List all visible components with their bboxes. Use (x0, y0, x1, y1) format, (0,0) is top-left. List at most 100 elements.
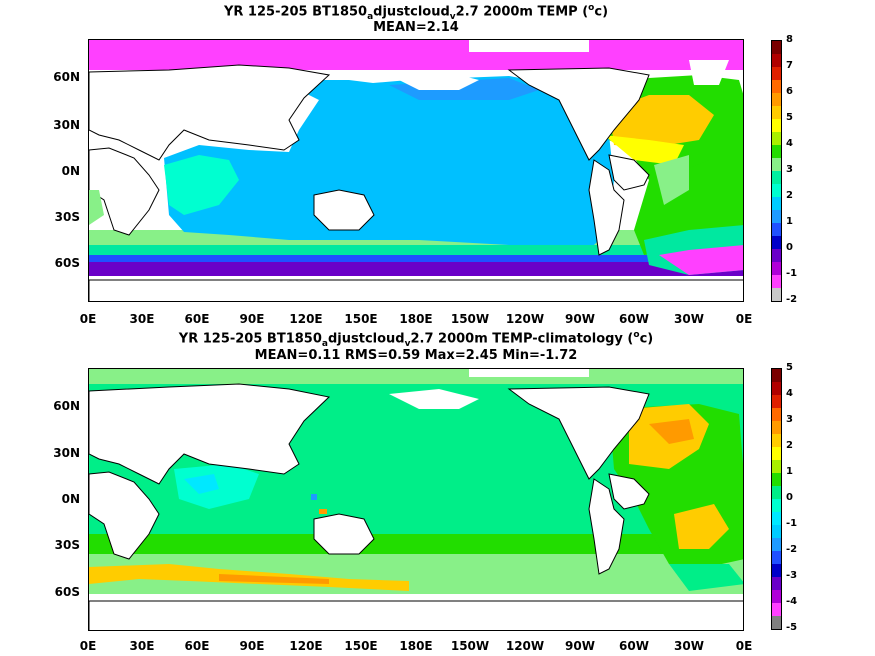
panel1-lon-label: 0E (735, 312, 753, 326)
colorbar-segment (772, 603, 781, 616)
panel1-map-svg (89, 40, 743, 301)
colorbar-segment (772, 447, 781, 460)
colorbar-segment (772, 590, 781, 603)
colorbar-segment (772, 262, 781, 275)
colorbar-segment (772, 249, 781, 262)
panel2-lat-label: 60S (54, 585, 80, 599)
panel1-lat-label: 30S (54, 210, 80, 224)
panel1-lat-label: 60N (53, 70, 80, 84)
colorbar-tick-label: -3 (786, 570, 798, 581)
colorbar-tick-label: 0 (786, 242, 793, 253)
panel2-lon-label: 180E (399, 639, 433, 653)
colorbar-segment (772, 106, 781, 119)
panel2-lon-label: 120E (289, 639, 323, 653)
panel2-lat-label: 30S (54, 538, 80, 552)
panel2-lon-label: 90W (565, 639, 595, 653)
panel2-stats: MEAN=0.11 RMS=0.59 Max=2.45 Min=-1.72 (254, 348, 578, 363)
panel2-lon-label: 120W (505, 639, 545, 653)
colorbar-segment (772, 434, 781, 447)
colorbar-segment (772, 460, 781, 473)
panel1-stats: MEAN=2.14 (373, 20, 459, 35)
panel2-lon-label: 30W (674, 639, 704, 653)
colorbar-segment (772, 369, 781, 382)
colorbar-segment (772, 210, 781, 223)
colorbar-segment (772, 382, 781, 395)
colorbar-segment (772, 80, 781, 93)
panel1-lat-label: 60S (54, 256, 80, 270)
panel2-lon-label: 30E (129, 639, 155, 653)
colorbar-segment (772, 473, 781, 486)
panel1-lon-label: 60W (619, 312, 649, 326)
colorbar-tick-label: 6 (786, 86, 793, 97)
panel2-lat-label: 30N (53, 446, 80, 460)
panel2-lon-label: 60W (619, 639, 649, 653)
panel1-lon-label: 90W (565, 312, 595, 326)
colorbar-segment (772, 395, 781, 408)
panel1-lon-label: 60E (184, 312, 210, 326)
colorbar-segment (772, 67, 781, 80)
colorbar-segment (772, 616, 781, 629)
panel2-lon-label: 90E (239, 639, 265, 653)
panel2-lat-label: 60N (53, 399, 80, 413)
panel1-lon-label: 0E (79, 312, 97, 326)
panel1-colorbar (771, 40, 782, 302)
panel1-lon-label: 150W (450, 312, 490, 326)
colorbar-segment (772, 577, 781, 590)
panel2-map-svg (89, 369, 743, 630)
colorbar-tick-label: 3 (786, 164, 793, 175)
colorbar-segment (772, 223, 781, 236)
colorbar-tick-label: -4 (786, 596, 798, 607)
colorbar-tick-label: 8 (786, 34, 793, 45)
colorbar-tick-label: -1 (786, 518, 798, 529)
panel2-lon-label: 0E (79, 639, 97, 653)
colorbar-segment (772, 119, 781, 132)
colorbar-segment (772, 408, 781, 421)
colorbar-segment (772, 512, 781, 525)
colorbar-tick-label: -2 (786, 544, 798, 555)
panel1-lon-label: 120E (289, 312, 323, 326)
colorbar-segment (772, 525, 781, 538)
colorbar-tick-label: 4 (786, 388, 793, 399)
colorbar-segment (772, 564, 781, 577)
panel1-lat-label: 0N (61, 164, 80, 178)
colorbar-segment (772, 197, 781, 210)
colorbar-segment (772, 421, 781, 434)
colorbar-segment (772, 41, 781, 54)
panel2-title: YR 125-205 BT1850adjustcloudv2.7 2000m T… (178, 330, 654, 349)
colorbar-tick-label: -2 (786, 294, 798, 305)
panel2-lon-label: 0E (735, 639, 753, 653)
colorbar-tick-label: 3 (786, 414, 793, 425)
panel1-map (88, 39, 744, 302)
colorbar-segment (772, 538, 781, 551)
panel1-lon-label: 30E (129, 312, 155, 326)
colorbar-tick-label: 5 (786, 112, 793, 123)
panel2-colorbar (771, 368, 782, 630)
panel1-lon-label: 180E (399, 312, 433, 326)
colorbar-segment (772, 236, 781, 249)
colorbar-tick-label: -5 (786, 622, 798, 633)
panel1-lon-label: 90E (239, 312, 265, 326)
panel2-lat-label: 0N (61, 492, 80, 506)
colorbar-tick-label: 1 (786, 216, 793, 227)
panel2-map (88, 368, 744, 631)
colorbar-tick-label: 1 (786, 466, 793, 477)
colorbar-segment (772, 158, 781, 171)
colorbar-segment (772, 184, 781, 197)
colorbar-segment (772, 171, 781, 184)
colorbar-tick-label: -1 (786, 268, 798, 279)
colorbar-segment (772, 132, 781, 145)
panel1-lon-label: 30W (674, 312, 704, 326)
colorbar-segment (772, 93, 781, 106)
colorbar-segment (772, 54, 781, 67)
colorbar-tick-label: 0 (786, 492, 793, 503)
panel1-lat-label: 30N (53, 118, 80, 132)
colorbar-segment (772, 275, 781, 288)
colorbar-segment (772, 288, 781, 301)
colorbar-tick-label: 2 (786, 440, 793, 451)
colorbar-tick-label: 7 (786, 60, 793, 71)
colorbar-segment (772, 145, 781, 158)
panel2-lon-label: 150E (344, 639, 378, 653)
colorbar-segment (772, 499, 781, 512)
panel1-title: YR 125-205 BT1850adjustcloudv2.7 2000m T… (223, 3, 609, 22)
panel2-lon-label: 60E (184, 639, 210, 653)
